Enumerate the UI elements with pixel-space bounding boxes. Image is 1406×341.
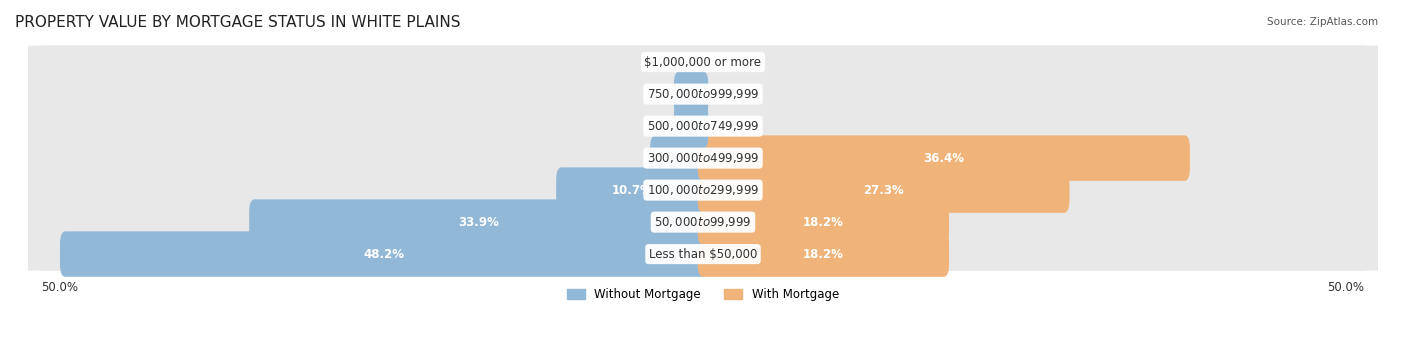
Text: $500,000 to $749,999: $500,000 to $749,999 — [647, 119, 759, 133]
FancyBboxPatch shape — [28, 238, 1378, 270]
Text: 27.3%: 27.3% — [863, 183, 904, 197]
Text: Source: ZipAtlas.com: Source: ZipAtlas.com — [1267, 17, 1378, 27]
FancyBboxPatch shape — [673, 103, 709, 149]
Text: 18.2%: 18.2% — [803, 248, 844, 261]
FancyBboxPatch shape — [697, 232, 949, 277]
FancyBboxPatch shape — [249, 199, 709, 245]
FancyBboxPatch shape — [697, 167, 1070, 213]
Text: 0.0%: 0.0% — [730, 120, 759, 133]
Text: 0.0%: 0.0% — [730, 56, 759, 69]
Text: $750,000 to $999,999: $750,000 to $999,999 — [647, 87, 759, 101]
FancyBboxPatch shape — [41, 142, 1365, 175]
Legend: Without Mortgage, With Mortgage: Without Mortgage, With Mortgage — [562, 283, 844, 306]
FancyBboxPatch shape — [41, 206, 1365, 239]
FancyBboxPatch shape — [60, 232, 709, 277]
FancyBboxPatch shape — [41, 109, 1365, 143]
Text: 18.2%: 18.2% — [803, 216, 844, 228]
FancyBboxPatch shape — [28, 46, 1378, 78]
Text: 0.0%: 0.0% — [647, 56, 676, 69]
Text: 1.8%: 1.8% — [675, 120, 707, 133]
Text: $100,000 to $299,999: $100,000 to $299,999 — [647, 183, 759, 197]
Text: $50,000 to $99,999: $50,000 to $99,999 — [654, 215, 752, 229]
FancyBboxPatch shape — [557, 167, 709, 213]
FancyBboxPatch shape — [41, 174, 1365, 207]
Text: 33.9%: 33.9% — [458, 216, 499, 228]
Text: 50.0%: 50.0% — [1327, 281, 1365, 294]
FancyBboxPatch shape — [673, 71, 709, 117]
FancyBboxPatch shape — [28, 78, 1378, 110]
Text: 36.4%: 36.4% — [924, 152, 965, 165]
Text: 10.7%: 10.7% — [612, 183, 652, 197]
FancyBboxPatch shape — [650, 135, 709, 181]
Text: 3.6%: 3.6% — [662, 152, 696, 165]
Text: 48.2%: 48.2% — [364, 248, 405, 261]
Text: 50.0%: 50.0% — [41, 281, 79, 294]
FancyBboxPatch shape — [28, 109, 1378, 143]
FancyBboxPatch shape — [28, 206, 1378, 239]
Text: $1,000,000 or more: $1,000,000 or more — [644, 56, 762, 69]
FancyBboxPatch shape — [41, 45, 1365, 79]
FancyBboxPatch shape — [28, 142, 1378, 175]
FancyBboxPatch shape — [697, 199, 949, 245]
FancyBboxPatch shape — [697, 135, 1189, 181]
FancyBboxPatch shape — [41, 237, 1365, 271]
Text: Less than $50,000: Less than $50,000 — [648, 248, 758, 261]
FancyBboxPatch shape — [41, 77, 1365, 111]
Text: 0.0%: 0.0% — [730, 88, 759, 101]
FancyBboxPatch shape — [28, 174, 1378, 207]
Text: $300,000 to $499,999: $300,000 to $499,999 — [647, 151, 759, 165]
Text: PROPERTY VALUE BY MORTGAGE STATUS IN WHITE PLAINS: PROPERTY VALUE BY MORTGAGE STATUS IN WHI… — [15, 15, 461, 30]
Text: 1.8%: 1.8% — [675, 88, 707, 101]
